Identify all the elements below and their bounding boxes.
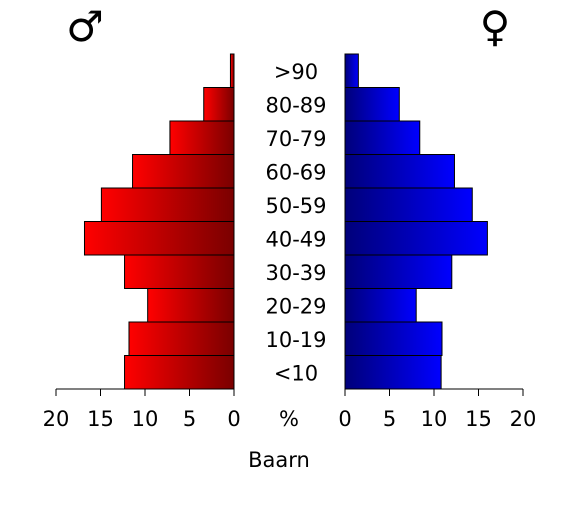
- female-symbol: ♀: [480, 2, 511, 51]
- male-bar-3: [124, 254, 235, 289]
- age-label-9: >90: [274, 60, 318, 84]
- left-tick-label-1: 15: [87, 407, 114, 431]
- male-bar-7: [169, 120, 235, 155]
- male-bar-2: [147, 288, 235, 323]
- female-bar-9: [344, 53, 359, 88]
- female-bar-1: [344, 321, 443, 356]
- right-tick-label-4: 20: [510, 407, 537, 431]
- age-label-3: 30-39: [265, 261, 326, 285]
- age-label-0: <10: [274, 361, 318, 385]
- female-bar-7: [344, 120, 421, 155]
- male-bar-6: [132, 154, 235, 189]
- left-tick-label-3: 5: [183, 407, 196, 431]
- age-label-7: 70-79: [265, 127, 326, 151]
- right-tick-label-3: 15: [465, 407, 492, 431]
- female-bars: [344, 53, 488, 390]
- age-label-5: 50-59: [265, 194, 326, 218]
- left-tick-label-2: 10: [132, 407, 159, 431]
- female-bar-6: [344, 154, 455, 189]
- left-tick-label-4: 0: [227, 407, 240, 431]
- male-bar-9: [229, 53, 235, 88]
- right-tick-label-0: 0: [338, 407, 351, 431]
- female-bar-3: [344, 254, 453, 289]
- male-symbol: ♂: [66, 2, 104, 51]
- male-bars: [83, 53, 235, 390]
- right-tick-label-1: 5: [383, 407, 396, 431]
- male-bar-8: [203, 87, 235, 122]
- left-x-axis: 20 15 10 5 0: [43, 388, 241, 431]
- age-label-6: 60-69: [265, 160, 326, 184]
- female-bar-0: [344, 355, 442, 390]
- female-bar-4: [344, 221, 488, 256]
- age-label-8: 80-89: [265, 93, 326, 117]
- age-label-1: 10-19: [265, 328, 326, 352]
- female-bar-8: [344, 87, 400, 122]
- female-bar-2: [344, 288, 417, 323]
- age-category-labels: <10 10-19 20-29 30-39 40-49 50-59 60-69 70-79 80…: [265, 60, 326, 386]
- male-bar-4: [83, 221, 235, 256]
- right-x-axis: 0 5 10 15 20: [338, 388, 537, 431]
- left-tick-label-0: 20: [43, 407, 70, 431]
- male-bar-0: [124, 355, 235, 390]
- center-unit-label: %: [279, 407, 299, 431]
- x-axis-title: Baarn: [248, 448, 310, 472]
- male-bar-5: [100, 187, 235, 222]
- age-label-4: 40-49: [265, 227, 326, 251]
- female-bar-5: [344, 187, 473, 222]
- right-tick-label-2: 10: [421, 407, 448, 431]
- male-bar-1: [128, 321, 235, 356]
- age-label-2: 20-29: [265, 294, 326, 318]
